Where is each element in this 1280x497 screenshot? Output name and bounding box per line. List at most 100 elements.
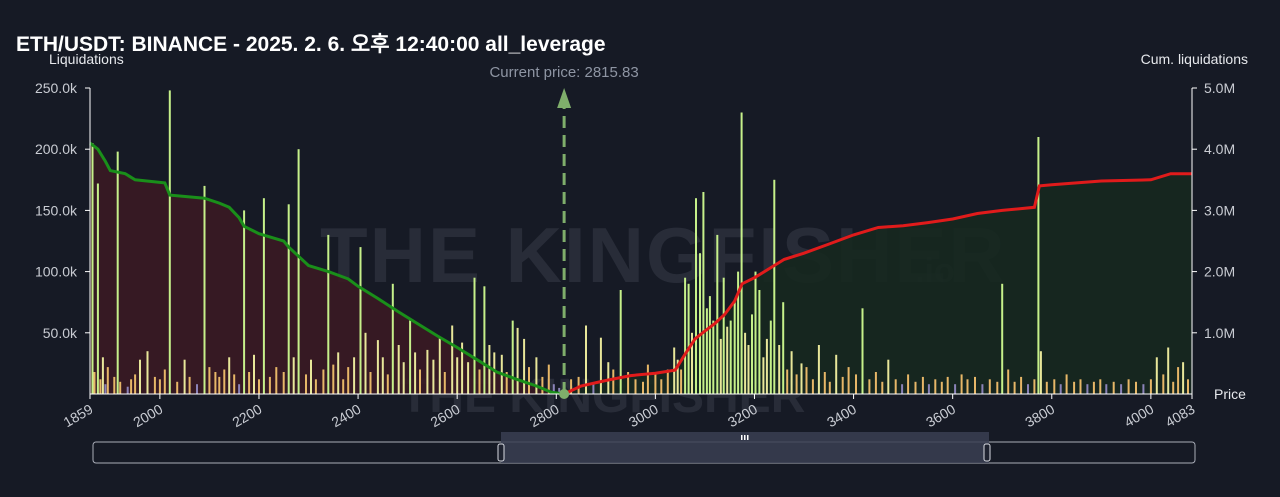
chart-title: ETH/USDT: BINANCE - 2025. 2. 6. 오후 12:40…	[16, 33, 606, 56]
liquidation-bar	[443, 372, 446, 394]
liquidation-bar	[684, 277, 687, 394]
liquidation-bar	[823, 372, 826, 394]
liquidation-bar	[817, 345, 820, 394]
liquidation-bar	[275, 367, 278, 394]
right-tick-label: 4.0M	[1204, 141, 1235, 157]
liquidation-bar	[218, 376, 221, 394]
x-tick-label: 1859	[61, 401, 96, 431]
liquidation-bar	[547, 364, 550, 394]
liquidation-bar	[795, 374, 798, 394]
liquidation-bar	[570, 379, 573, 394]
liquidation-bar	[332, 364, 335, 394]
liquidation-bar	[461, 342, 464, 394]
liquidation-bar	[646, 364, 649, 394]
liquidation-bar	[426, 349, 429, 394]
right-tick-label: 5.0M	[1204, 80, 1235, 96]
liquidation-bar	[116, 151, 119, 394]
liquidation-bar	[619, 290, 622, 394]
x-tick-label: 4083	[1163, 401, 1198, 431]
liquidation-bar	[337, 352, 340, 394]
liquidation-bar	[599, 337, 602, 394]
liquidation-bar	[364, 332, 367, 394]
liquidation-bar	[473, 277, 476, 394]
liquidation-bar	[99, 379, 102, 394]
liquidation-bar	[769, 320, 772, 394]
liquidation-bar	[541, 376, 544, 394]
liquidation-bar	[183, 359, 186, 394]
liquidation-bar	[914, 381, 917, 394]
liquidation-bar	[268, 376, 271, 394]
liquidation-bar	[1053, 379, 1056, 394]
liquidation-bar	[828, 381, 831, 394]
liquidation-bar	[996, 381, 999, 394]
liquidation-bar	[1086, 384, 1089, 394]
liquidation-bar	[835, 354, 838, 394]
liquidation-bar	[702, 192, 705, 394]
liquidation-bar	[505, 372, 508, 394]
liquidation-bar	[773, 179, 776, 394]
right-tick-label: 2.0M	[1204, 264, 1235, 280]
liquidation-bar	[874, 372, 877, 394]
liquidation-bar	[754, 271, 757, 394]
liquidation-bar	[921, 376, 924, 394]
liquidation-bar	[705, 308, 708, 394]
grip-line	[747, 435, 749, 440]
liquidation-bar	[451, 325, 454, 394]
liquidation-bar	[722, 277, 725, 394]
navigator-left-handle[interactable]	[497, 443, 505, 462]
navigator-right-handle[interactable]	[983, 443, 991, 462]
liquidation-bar	[163, 369, 166, 394]
liquidation-bar	[113, 376, 116, 394]
liquidation-bar	[196, 384, 198, 394]
liquidation-bar	[130, 379, 133, 394]
navigator-grip-icon	[741, 435, 749, 440]
liquidation-bar	[176, 381, 179, 394]
liquidation-bar	[1027, 384, 1029, 394]
liquidation-bar	[558, 387, 561, 394]
liquidation-bar	[894, 379, 897, 394]
liquidation-bar	[168, 90, 171, 395]
x-tick-label: 2200	[229, 401, 264, 431]
liquidation-bar	[228, 357, 231, 394]
liquidation-bar	[243, 210, 246, 394]
current-price-marker: Current price: 2815.83	[489, 64, 639, 399]
liquidation-bar	[960, 374, 963, 394]
liquidation-bar	[666, 369, 669, 394]
liquidation-bar	[258, 379, 260, 394]
liquidation-bar	[981, 384, 984, 394]
liquidation-bar	[535, 357, 538, 394]
liquidation-bar	[716, 234, 719, 394]
range-navigator[interactable]	[92, 432, 1196, 464]
liquidation-bar	[432, 359, 435, 394]
liquidation-bar	[974, 376, 976, 394]
liquidation-bar	[927, 384, 930, 394]
liquidation-bar	[478, 369, 481, 394]
liquidation-bar	[134, 374, 137, 394]
liquidation-bar	[585, 325, 587, 394]
liquidation-bar	[676, 359, 679, 394]
liquidation-bar	[592, 384, 595, 394]
liquidation-bar	[397, 345, 400, 394]
liquidation-bar	[1099, 379, 1102, 394]
liquidation-bar	[402, 362, 405, 394]
liquidation-bar	[966, 379, 969, 394]
liquidation-bar	[353, 357, 356, 394]
right-tick-label: 3.0M	[1204, 202, 1235, 218]
liquidation-bar	[1127, 379, 1130, 394]
liquidation-bar	[528, 367, 530, 394]
liquidation-bar	[737, 271, 740, 394]
liquidation-bar	[642, 381, 644, 394]
liquidation-bar	[1149, 379, 1152, 394]
liquidation-bar	[314, 379, 317, 394]
liquidation-bar	[778, 345, 781, 394]
liquidation-bar	[292, 357, 295, 394]
liquidation-bar	[369, 372, 372, 394]
liquidation-bar	[233, 374, 236, 394]
liquidation-bar	[1155, 357, 1158, 394]
left-tick-label: 150.0k	[35, 202, 78, 218]
liquidation-bar	[1073, 381, 1076, 394]
liquidation-bar	[751, 314, 753, 394]
liquidation-bar	[208, 367, 211, 394]
liquidation-bar	[800, 363, 803, 394]
